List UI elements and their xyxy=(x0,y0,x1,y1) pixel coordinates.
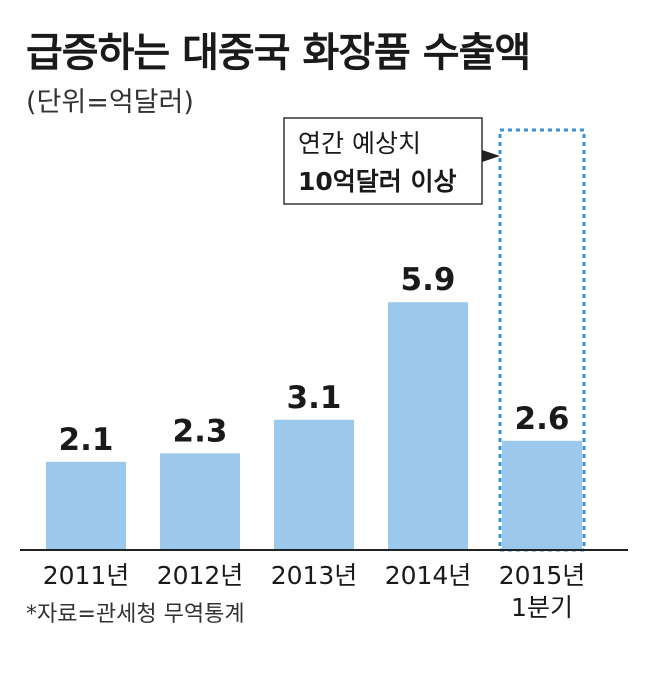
bar xyxy=(46,461,126,550)
category-label: 2014년 xyxy=(385,561,472,590)
category-label: 2015년 xyxy=(499,561,586,590)
category-label: 2011년 xyxy=(43,561,130,590)
bar xyxy=(502,440,582,550)
category-label: 2013년 xyxy=(271,561,358,590)
unit-label: (단위=억달러) xyxy=(26,87,194,118)
category-label: 2012년 xyxy=(157,561,244,590)
bar-value-label: 2.1 xyxy=(59,422,114,458)
bar xyxy=(388,302,468,550)
bar-value-label: 3.1 xyxy=(287,380,342,416)
bar xyxy=(274,419,354,550)
callout-line1: 연간 예상치 xyxy=(298,129,421,158)
callout-line2: 10억달러 이상 xyxy=(298,167,457,196)
bar-value-label: 5.9 xyxy=(401,262,456,298)
bar-value-label: 2.3 xyxy=(173,413,228,449)
category-label: 1분기 xyxy=(511,593,573,622)
source-note: *자료=관세청 무역통계 xyxy=(26,602,245,627)
bar xyxy=(160,453,240,550)
bar-value-label: 2.6 xyxy=(515,401,570,437)
chart-title: 급증하는 대중국 화장품 수출액 xyxy=(26,30,531,76)
callout-pointer xyxy=(482,150,500,162)
